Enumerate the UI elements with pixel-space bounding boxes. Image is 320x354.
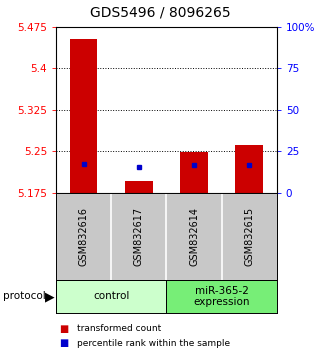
Text: GSM832615: GSM832615 bbox=[244, 207, 254, 266]
Text: transformed count: transformed count bbox=[77, 324, 161, 333]
Text: ■: ■ bbox=[59, 338, 68, 348]
Bar bbox=[166, 280, 277, 313]
Text: control: control bbox=[93, 291, 129, 302]
Bar bbox=[180, 153, 208, 193]
Text: GSM832614: GSM832614 bbox=[189, 207, 199, 266]
Text: GDS5496 / 8096265: GDS5496 / 8096265 bbox=[90, 5, 230, 19]
Text: ■: ■ bbox=[59, 324, 68, 333]
Bar bbox=[70, 39, 97, 193]
Text: protocol: protocol bbox=[3, 291, 46, 302]
Text: percentile rank within the sample: percentile rank within the sample bbox=[77, 339, 230, 348]
Bar bbox=[236, 145, 263, 193]
Text: GSM832617: GSM832617 bbox=[134, 207, 144, 266]
Text: miR-365-2
expression: miR-365-2 expression bbox=[193, 286, 250, 307]
Text: ▶: ▶ bbox=[45, 290, 54, 303]
Text: GSM832616: GSM832616 bbox=[79, 207, 89, 266]
Bar bbox=[56, 280, 166, 313]
Bar bbox=[125, 181, 153, 193]
